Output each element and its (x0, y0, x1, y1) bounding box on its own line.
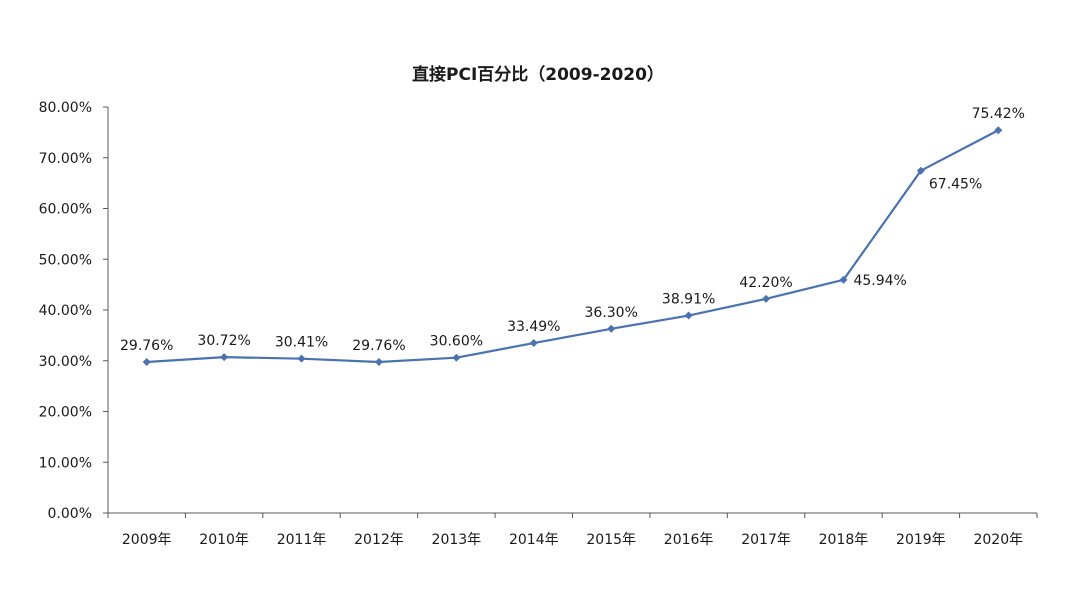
data-label: 75.42% (972, 106, 1025, 122)
data-point-marker (684, 311, 693, 320)
data-label: 67.45% (929, 177, 982, 193)
data-label: 38.91% (662, 292, 715, 308)
data-point-marker (916, 166, 925, 175)
data-point-marker (374, 357, 383, 366)
y-tick-label: 40.00% (39, 303, 92, 319)
data-label: 30.60% (430, 334, 483, 350)
x-tick-label: 2014年 (509, 532, 559, 548)
data-point-marker (839, 275, 848, 284)
data-label: 42.20% (739, 275, 792, 291)
y-tick-label: 50.00% (39, 252, 92, 268)
data-label: 30.41% (275, 335, 328, 351)
x-tick-label: 2016年 (664, 532, 714, 548)
x-tick-label: 2017年 (741, 532, 791, 548)
axes: 0.00% 10.00% 20.00% 30.00% 40.00% 50.00% 60.00… (39, 100, 1038, 548)
data-point-marker (994, 126, 1003, 135)
y-tick-label: 70.00% (39, 151, 92, 167)
data-label: 30.72% (197, 333, 250, 349)
y-tick-label: 80.00% (39, 100, 92, 116)
x-tick-label: 2012年 (354, 532, 404, 548)
series-line-group (142, 126, 1003, 366)
x-tick-label: 2009年 (122, 532, 172, 548)
data-point-marker (220, 353, 229, 362)
x-tick-label: 2019年 (896, 532, 946, 548)
x-tick-label: 2020年 (973, 532, 1023, 548)
series-line (146, 129, 999, 364)
data-point-marker (452, 353, 461, 362)
data-labels-group: 29.76% 30.72% 30.41% 29.76% 30.60% 33.49% 36.3… (120, 106, 1025, 354)
y-tick-label: 20.00% (39, 405, 92, 421)
y-tick-label: 30.00% (39, 354, 92, 370)
data-label: 45.94% (853, 273, 906, 289)
x-tick-label: 2015年 (586, 532, 636, 548)
x-tick-label: 2013年 (432, 532, 482, 548)
data-point-marker (762, 294, 771, 303)
chart-title: 直接PCI百分比（2009-2020） (412, 64, 664, 85)
data-point-marker (297, 354, 306, 363)
data-point-marker (142, 357, 151, 366)
data-label: 33.49% (507, 319, 560, 335)
x-tick-label: 2010年 (199, 532, 249, 548)
y-tick-label: 0.00% (48, 506, 92, 522)
data-point-marker (529, 339, 538, 348)
data-point-marker (607, 324, 616, 333)
x-tick-label: 2018年 (819, 532, 869, 548)
data-label: 29.76% (352, 338, 405, 354)
y-tick-label: 60.00% (39, 202, 92, 218)
data-label: 36.30% (585, 305, 638, 321)
data-label: 29.76% (120, 338, 173, 354)
y-tick-label: 10.00% (39, 455, 92, 471)
x-tick-label: 2011年 (277, 532, 327, 548)
